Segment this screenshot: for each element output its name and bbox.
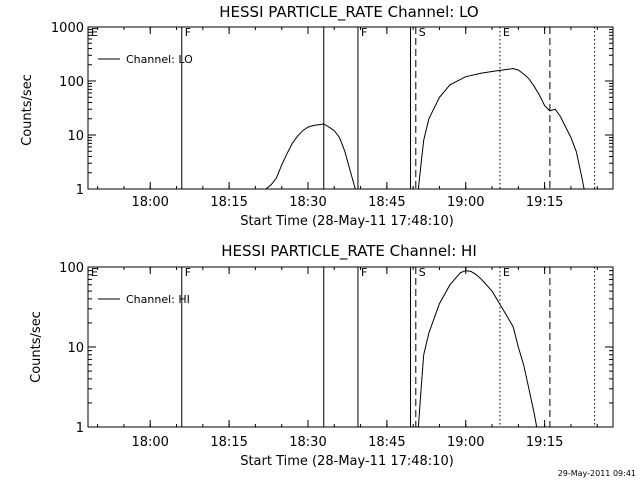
y-tick-label: 1000 xyxy=(51,21,84,36)
event-label: F xyxy=(361,26,367,39)
series-line xyxy=(265,123,356,190)
x-tick-label: 19:15 xyxy=(526,195,563,210)
x-tick-label: 18:00 xyxy=(131,435,168,450)
chart-panel-lo: HESSI PARTICLE_RATE Channel: LO Start Ti… xyxy=(20,3,614,229)
y-tick-label: 100 xyxy=(59,75,84,90)
chart-title: HESSI PARTICLE_RATE Channel: HI xyxy=(221,242,477,261)
x-tick-label: 19:15 xyxy=(526,435,563,450)
legend-label: Channel: LO xyxy=(126,53,193,66)
event-label: E xyxy=(503,266,510,279)
x-tick-label: 18:00 xyxy=(131,195,168,210)
x-tick-label: 19:00 xyxy=(447,435,484,450)
series-line xyxy=(417,68,585,190)
event-label: E xyxy=(503,26,510,39)
series-line xyxy=(417,270,538,428)
chart-panel-hi: HESSI PARTICLE_RATE Channel: HI Start Ti… xyxy=(29,242,614,469)
event-label: S xyxy=(419,26,426,39)
plot-frame xyxy=(87,26,614,190)
x-axis-label: Start Time (28-May-11 17:48:10) xyxy=(240,214,454,229)
x-tick-label: 18:30 xyxy=(289,435,326,450)
x-tick-label: 18:15 xyxy=(210,195,247,210)
plot-frame xyxy=(87,266,614,428)
x-tick-label: 18:30 xyxy=(289,195,326,210)
y-tick-label: 1 xyxy=(76,183,84,198)
event-label: S xyxy=(419,266,426,279)
y-tick-label: 100 xyxy=(59,261,84,276)
y-axis-label: Counts/sec xyxy=(29,311,44,383)
footer-timestamp: 29-May-2011 09:41 xyxy=(558,469,636,478)
x-tick-label: 18:15 xyxy=(210,435,247,450)
event-label: F xyxy=(361,266,367,279)
y-tick-label: 10 xyxy=(67,341,84,356)
event-label: F xyxy=(185,266,191,279)
y-axis-label: Counts/sec xyxy=(20,74,35,146)
y-tick-label: 10 xyxy=(67,129,84,144)
x-tick-label: 19:00 xyxy=(447,195,484,210)
event-label: E xyxy=(91,26,98,39)
x-tick-label: 18:45 xyxy=(368,195,405,210)
event-label: E xyxy=(91,266,98,279)
event-label: F xyxy=(185,26,191,39)
legend-label: Channel: HI xyxy=(126,293,190,306)
chart-title: HESSI PARTICLE_RATE Channel: LO xyxy=(219,3,478,22)
y-tick-label: 1 xyxy=(76,421,84,436)
x-axis-label: Start Time (28-May-11 17:48:10) xyxy=(240,454,454,469)
x-tick-label: 18:45 xyxy=(368,435,405,450)
